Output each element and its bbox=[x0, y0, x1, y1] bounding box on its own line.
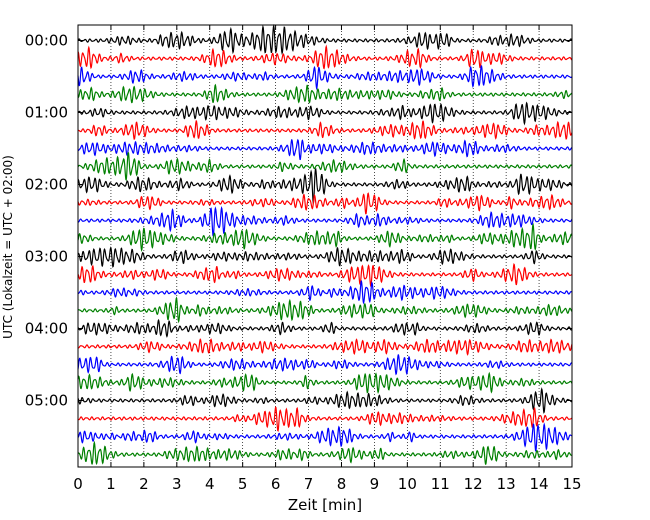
y-tick-label: 01:00 bbox=[25, 104, 68, 122]
seismic-trace bbox=[77, 138, 573, 161]
seismic-trace bbox=[77, 101, 573, 126]
x-tick-label: 4 bbox=[205, 475, 215, 493]
seismic-trace bbox=[77, 371, 573, 394]
plot-frame bbox=[77, 24, 573, 468]
y-tick-label: 05:00 bbox=[25, 392, 68, 410]
x-tick-label: 15 bbox=[562, 475, 581, 493]
seismic-trace bbox=[77, 387, 573, 414]
seismic-trace bbox=[77, 119, 573, 140]
x-tick-label: 14 bbox=[530, 475, 549, 493]
seismic-trace bbox=[77, 422, 573, 453]
x-tick-label: 8 bbox=[337, 475, 347, 493]
seismic-traces bbox=[77, 23, 573, 466]
seismic-trace bbox=[77, 354, 573, 376]
seismic-trace bbox=[77, 406, 573, 432]
x-tick-label: 11 bbox=[431, 475, 450, 493]
seismic-trace bbox=[77, 206, 573, 237]
x-axis-ticks: 0 1 2 3 4 5 6 7 8 9 10 11 12 13 14 15 bbox=[73, 25, 582, 493]
seismic-trace bbox=[77, 44, 573, 70]
x-tick-label: 9 bbox=[370, 475, 380, 493]
y-axis-ticks: 00:00 01:00 02:00 03:00 04:00 05:00 bbox=[25, 32, 572, 410]
seismic-trace bbox=[77, 338, 573, 356]
seismic-trace bbox=[77, 296, 573, 324]
seismic-trace bbox=[77, 192, 573, 215]
seismic-trace bbox=[77, 168, 573, 205]
seismic-trace bbox=[77, 23, 573, 55]
seismic-trace bbox=[77, 262, 573, 287]
seismic-trace bbox=[77, 440, 573, 466]
x-tick-label: 12 bbox=[464, 475, 483, 493]
y-tick-label: 04:00 bbox=[25, 320, 68, 338]
x-tick-label: 10 bbox=[398, 475, 417, 493]
seismic-trace bbox=[77, 280, 573, 305]
y-tick-label: 02:00 bbox=[25, 176, 68, 194]
seismic-trace bbox=[77, 83, 573, 104]
y-tick-label: 03:00 bbox=[25, 248, 68, 266]
x-tick-label: 3 bbox=[172, 475, 182, 493]
seismic-trace bbox=[77, 152, 573, 182]
x-tick-label: 7 bbox=[304, 475, 314, 493]
seismic-trace bbox=[77, 246, 573, 268]
y-tick-label: 00:00 bbox=[25, 32, 68, 50]
x-axis-label: Zeit [min] bbox=[288, 496, 362, 514]
x-tick-label: 5 bbox=[238, 475, 248, 493]
x-tick-label: 2 bbox=[139, 475, 149, 493]
seismic-trace bbox=[77, 65, 573, 91]
x-tick-label: 0 bbox=[73, 475, 83, 493]
x-tick-label: 1 bbox=[106, 475, 116, 493]
seismic-trace bbox=[77, 222, 573, 253]
seismic-trace bbox=[77, 318, 573, 338]
y-axis-label: UTC (Lokalzeit = UTC + 02:00) bbox=[1, 155, 15, 339]
x-tick-label: 6 bbox=[271, 475, 281, 493]
x-tick-label: 13 bbox=[497, 475, 516, 493]
